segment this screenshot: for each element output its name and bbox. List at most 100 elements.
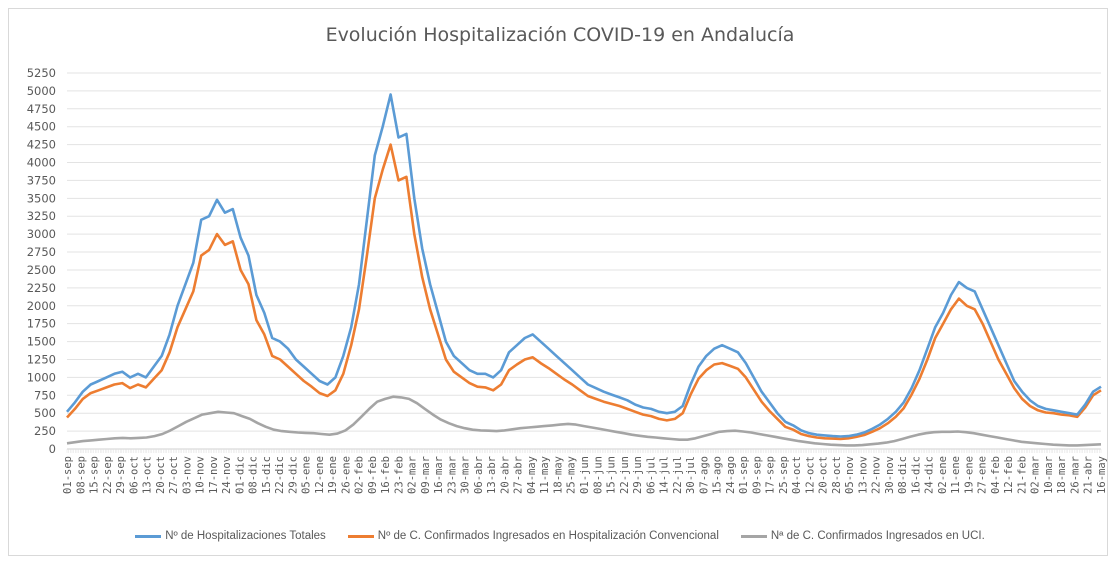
series-line-totales [66, 93, 1102, 438]
x-tick-label: 09-mar [420, 456, 432, 494]
x-tick-label: 28-oct [831, 456, 843, 494]
x-tick-label: 21-feb [1016, 456, 1028, 494]
y-tick-label: 1000 [27, 370, 56, 384]
x-tick-label: 08-jun [592, 456, 604, 494]
x-tick-label: 20-oct [818, 456, 830, 494]
y-tick-label: 2000 [27, 299, 56, 313]
x-tick-label: 30-mar [460, 456, 472, 494]
x-tick-label: 17-sep [765, 456, 777, 494]
y-tick-label: 4000 [27, 156, 56, 170]
y-tick-label: 2750 [27, 245, 56, 259]
y-tick-label: 0 [49, 442, 56, 456]
x-tick-label: 30-jul [685, 456, 697, 494]
x-tick-label: 13-abr [486, 456, 498, 494]
x-tick-label: 24-dic [924, 456, 936, 494]
legend-item-totales: Nº de Hospitalizaciones Totales [135, 530, 326, 542]
x-tick-label: 24-ago [725, 456, 737, 494]
x-tick-label: 04-feb [990, 456, 1002, 494]
y-tick-label: 1250 [27, 352, 56, 366]
x-tick-label: 02-ene [937, 456, 949, 494]
y-tick-label: 2500 [27, 263, 56, 277]
y-tick-label: 250 [34, 424, 56, 438]
y-tick-label: 3750 [27, 173, 56, 187]
x-tick-label: 08-dic [248, 456, 260, 494]
legend-swatch-totales [135, 534, 162, 538]
x-tick-label: 02-feb [354, 456, 366, 494]
x-tick-label: 21-abr [1083, 456, 1095, 494]
x-tick-label: 29-dic [287, 456, 299, 494]
x-tick-label: 01-sep [62, 456, 74, 494]
x-tick-label: 22-dic [274, 456, 286, 494]
y-tick-label: 4750 [27, 102, 56, 116]
x-tick-label: 15-sep [89, 456, 101, 494]
x-tick-label: 27-abr [513, 456, 525, 494]
y-tick-label: 4250 [27, 138, 56, 152]
y-axis: 0 250 500 750 1000 1250 1500 1750 2000 2250 2500 27… [27, 66, 56, 456]
x-tick-label: 13-nov [857, 456, 869, 494]
y-tick-label: 500 [34, 406, 56, 420]
x-tick-label: 09-sep [751, 456, 763, 494]
legend-item-uci: Nª de C. Confirmados Ingresados en UCI. [740, 530, 985, 542]
x-tick-label: 05-nov [844, 456, 856, 494]
x-tick-label: 02-mar [1030, 456, 1042, 494]
x-tick-label: 12-ene [314, 456, 326, 494]
x-tick-label: 16-feb [380, 456, 392, 494]
legend-label-totales: Nº de Hospitalizaciones Totales [165, 530, 326, 542]
x-tick-label: 18-mar [1056, 456, 1068, 494]
x-tick-label: 29-sep [115, 456, 127, 494]
x-tick-label: 09-feb [367, 456, 379, 494]
x-tick-label: 15-jun [606, 456, 618, 494]
x-tick-label: 22-nov [871, 456, 883, 494]
x-tick-label: 30-nov [884, 456, 896, 494]
x-tick-label: 25-may [566, 456, 578, 494]
x-tick-label: 14-jul [659, 456, 671, 494]
series-line-convencional [66, 143, 1102, 441]
x-tick-label: 20-abr [499, 456, 511, 494]
x-tick-label: 12-oct [804, 456, 816, 494]
x-tick-label: 24-nov [221, 456, 233, 494]
x-tick-label: 11-ene [950, 456, 962, 494]
x-tick-label: 04-oct [791, 456, 803, 494]
y-tick-label: 3000 [27, 227, 56, 241]
x-tick-label: 20-oct [155, 456, 167, 494]
x-tick-label: 06-oct [128, 456, 140, 494]
y-tick-label: 750 [34, 388, 56, 402]
y-tick-label: 3250 [27, 209, 56, 223]
x-tick-label: 04-may [526, 456, 538, 494]
x-tick-label: 07-ago [698, 456, 710, 494]
x-tick-label: 22-jun [619, 456, 631, 494]
legend-label-convencional: Nº de C. Confirmados Ingresados en Hospi… [377, 530, 719, 542]
x-tick-label: 26-mar [1069, 456, 1081, 494]
x-tick-label: 08-dic [897, 456, 909, 494]
y-tick-label: 3500 [27, 191, 56, 205]
x-tick-label: 19-ene [327, 456, 339, 494]
y-tick-label: 1750 [27, 317, 56, 331]
x-tick-label: 26-ene [340, 456, 352, 494]
x-tick-label: 19-ene [963, 456, 975, 494]
x-tick-label: 12-feb [1003, 456, 1015, 494]
x-tick-label: 22-jul [672, 456, 684, 494]
x-tick-label: 13-oct [142, 456, 154, 494]
y-tick-label: 5250 [27, 66, 56, 80]
y-tick-label: 4500 [27, 120, 56, 134]
x-tick-label: 23-feb [393, 456, 405, 494]
gridlines [67, 72, 1101, 450]
x-tick-label: 02-mar [407, 456, 419, 494]
x-tick-label: 27-oct [168, 456, 180, 494]
y-tick-label: 1500 [27, 335, 56, 349]
legend-item-convencional: Nº de C. Confirmados Ingresados en Hospi… [347, 530, 719, 542]
x-tick-label: 01-jun [579, 456, 591, 494]
x-tick-label: 06-abr [473, 456, 485, 494]
x-tick-label: 16-may [1096, 456, 1108, 494]
x-tick-label: 05-ene [301, 456, 313, 494]
x-tick-label: 16-mar [433, 456, 445, 494]
y-tick-label: 5000 [27, 84, 56, 98]
x-tick-label: 06-jul [645, 456, 657, 494]
series-line-uci [66, 395, 1102, 447]
x-tick-label: 11-may [539, 456, 551, 494]
x-tick-label: 29-jun [632, 456, 644, 494]
legend-swatch-uci [740, 534, 767, 538]
x-tick-label: 23-mar [446, 456, 458, 494]
x-tick-label: 22-sep [102, 456, 114, 494]
